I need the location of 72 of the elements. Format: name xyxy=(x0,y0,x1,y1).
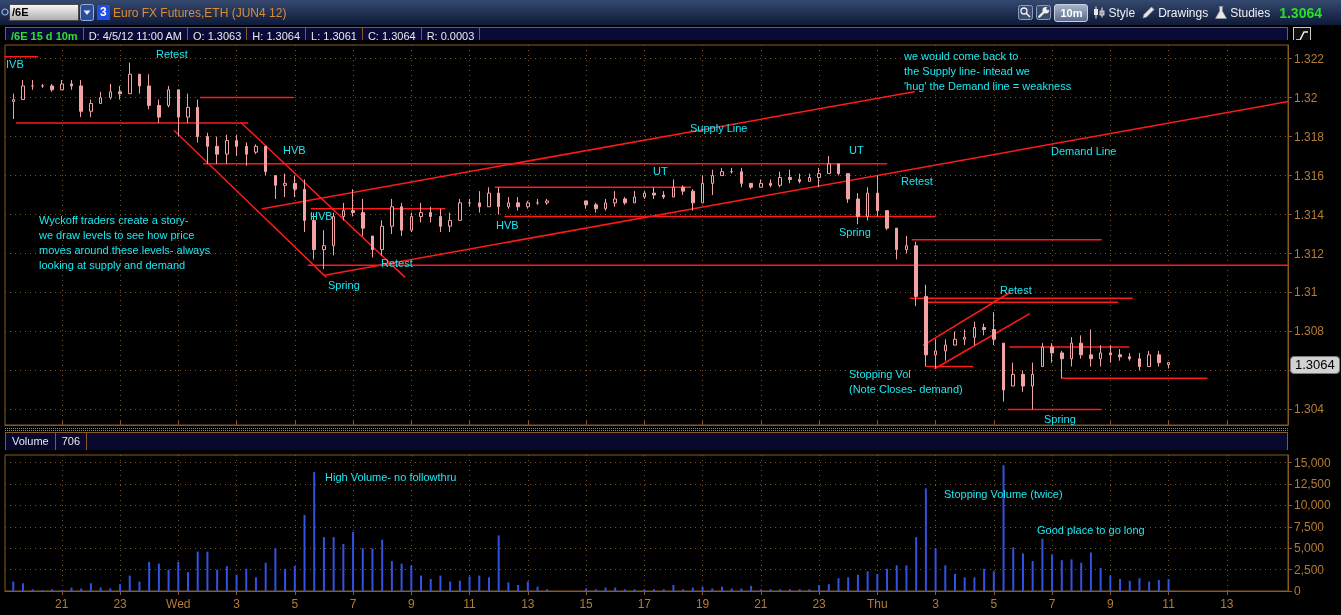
y-tick-label: 1.308 xyxy=(1294,324,1325,339)
annotation: Wyckoff traders create a story- we draw levels to see how price moves around these levels- always looking at supply and demand xyxy=(39,213,211,273)
chart-title: Euro FX Futures,ETH (JUN4 12) xyxy=(113,6,287,20)
annotation: UT xyxy=(849,143,864,158)
text: D: 4/5/12 11:00 AM xyxy=(83,28,189,45)
annotation: IVB xyxy=(6,57,24,72)
x-tick-label: Thu xyxy=(866,597,888,611)
text: 1.3064 xyxy=(1290,356,1340,374)
x-tick-label: Wed xyxy=(166,597,191,611)
symbol-field: /6E xyxy=(9,4,79,21)
annotation: Retest xyxy=(381,256,413,271)
x-tick-label: 13 xyxy=(1220,597,1234,611)
y-tick-label: 7,500 xyxy=(1294,519,1325,534)
x-tick-label: 19 xyxy=(695,597,710,611)
x-tick-label: 9 xyxy=(407,597,415,611)
y-tick-label: 1.32 xyxy=(1294,90,1318,105)
x-tick-label: 21 xyxy=(754,597,768,611)
annotation: HVB xyxy=(496,218,519,233)
x-tick-label: 9 xyxy=(1106,597,1114,611)
annotation: Spring xyxy=(839,225,871,240)
x-tick-label: 13 xyxy=(521,597,535,611)
text: 706 xyxy=(55,433,88,450)
text: H: 1.3064 xyxy=(247,28,307,45)
annotation: Retest xyxy=(156,47,188,62)
x-tick-label: 5 xyxy=(291,597,299,611)
annotation: Spring xyxy=(328,278,360,293)
y-tick-label: 2,500 xyxy=(1294,562,1325,577)
y-tick-label: 5,000 xyxy=(1294,541,1325,556)
x-tick-label: 17 xyxy=(637,597,652,611)
annotation: Demand Line xyxy=(1051,144,1117,159)
annotation: Retest xyxy=(901,174,933,189)
annotation: Spring xyxy=(1044,412,1076,427)
y-tick-label: 1.316 xyxy=(1294,168,1325,183)
text: C: 1.3064 xyxy=(362,28,422,45)
x-tick-label: 5 xyxy=(990,597,998,611)
x-tick-label: 3 xyxy=(932,597,940,611)
text: Drawings xyxy=(1158,5,1209,20)
chart-title: Volume xyxy=(6,433,56,450)
y-tick-label: 0 xyxy=(1294,584,1301,598)
text: 3 xyxy=(97,5,110,20)
text: Style xyxy=(1108,5,1136,20)
text: 1.3064 xyxy=(1279,4,1322,21)
x-tick-label: 11 xyxy=(463,597,477,611)
annotation: Good place to go long xyxy=(1037,523,1145,538)
x-tick-label: 7 xyxy=(1048,597,1056,611)
text: L: 1.3061 xyxy=(306,28,363,45)
x-tick-label: 11 xyxy=(1162,597,1176,611)
annotation: UT xyxy=(653,164,668,179)
y-tick-label: 1.318 xyxy=(1294,129,1325,144)
annotation: Stopping Vol (Note Closes- demand) xyxy=(849,367,963,397)
x-tick-label: 3 xyxy=(233,597,241,611)
annotation: HVB xyxy=(283,143,306,158)
annotation: High Volume- no followthru xyxy=(325,470,457,485)
x-tick-label: 21 xyxy=(55,597,69,611)
y-tick-label: 1.314 xyxy=(1294,207,1325,222)
y-tick-label: 12,500 xyxy=(1294,477,1332,492)
y-tick-label: 1.322 xyxy=(1294,51,1325,66)
text: R: 0.0003 xyxy=(421,28,481,45)
y-tick-label: 15,000 xyxy=(1294,455,1332,470)
text: Studies xyxy=(1230,5,1271,20)
y-tick-label: 1.31 xyxy=(1294,285,1318,300)
annotation: we would come back to the Supply line- intead we 'hug' the Demand line = weakness xyxy=(904,49,1072,94)
x-tick-label: 23 xyxy=(113,597,128,611)
y-tick-label: 10,000 xyxy=(1294,498,1332,513)
x-tick-label: 23 xyxy=(812,597,827,611)
y-tick-label: 1.312 xyxy=(1294,246,1325,261)
y-tick-label: 1.304 xyxy=(1294,402,1325,417)
chart-subtitle: /6E 15 d 10m xyxy=(6,28,84,45)
x-tick-label: 7 xyxy=(349,597,357,611)
text: O: 1.3063 xyxy=(188,28,248,45)
x-tick-label: 15 xyxy=(579,597,594,611)
annotation: Retest xyxy=(1000,283,1032,298)
